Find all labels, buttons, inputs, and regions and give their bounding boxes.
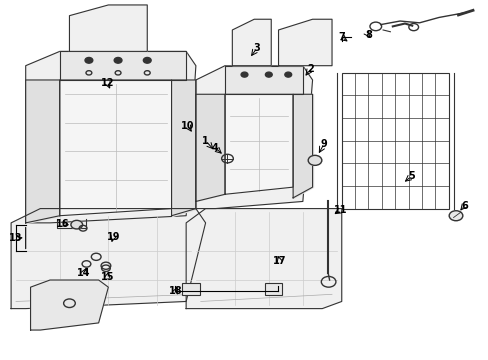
Circle shape [285, 72, 291, 77]
Text: 4: 4 [211, 143, 218, 153]
Bar [182, 283, 200, 296]
Text: 17: 17 [272, 256, 285, 266]
Circle shape [71, 220, 82, 229]
Circle shape [114, 58, 122, 63]
Circle shape [448, 211, 462, 221]
Polygon shape [196, 66, 312, 208]
Text: 2: 2 [306, 64, 313, 74]
Text: 16: 16 [56, 219, 70, 229]
Text: 13: 13 [9, 233, 22, 243]
Polygon shape [69, 5, 147, 51]
Text: 10: 10 [181, 121, 194, 131]
Polygon shape [11, 208, 205, 309]
Text: 19: 19 [106, 232, 120, 242]
Polygon shape [196, 94, 224, 202]
Polygon shape [60, 51, 186, 80]
Text: 11: 11 [333, 205, 346, 215]
Polygon shape [224, 66, 302, 94]
Circle shape [265, 72, 272, 77]
Polygon shape [60, 80, 171, 216]
Polygon shape [292, 94, 312, 198]
Circle shape [241, 72, 247, 77]
Circle shape [143, 58, 151, 63]
Text: 5: 5 [407, 171, 414, 181]
Text: 18: 18 [168, 287, 182, 296]
Polygon shape [26, 51, 196, 223]
Text: 3: 3 [253, 43, 260, 53]
Text: 9: 9 [320, 139, 327, 149]
Text: 6: 6 [460, 201, 467, 211]
Text: 8: 8 [365, 30, 371, 40]
Circle shape [307, 156, 321, 165]
Polygon shape [26, 80, 60, 223]
Bar [264, 283, 282, 296]
Polygon shape [171, 80, 196, 216]
Polygon shape [30, 280, 108, 330]
Bar [341, 73, 448, 208]
Circle shape [85, 58, 93, 63]
Polygon shape [186, 208, 341, 309]
Text: 7: 7 [338, 32, 345, 42]
Polygon shape [232, 19, 271, 66]
Text: 15: 15 [101, 272, 114, 282]
Text: 1: 1 [202, 136, 208, 146]
Polygon shape [278, 19, 331, 66]
Text: 12: 12 [101, 78, 114, 88]
Text: 14: 14 [77, 268, 91, 278]
Polygon shape [224, 94, 292, 194]
